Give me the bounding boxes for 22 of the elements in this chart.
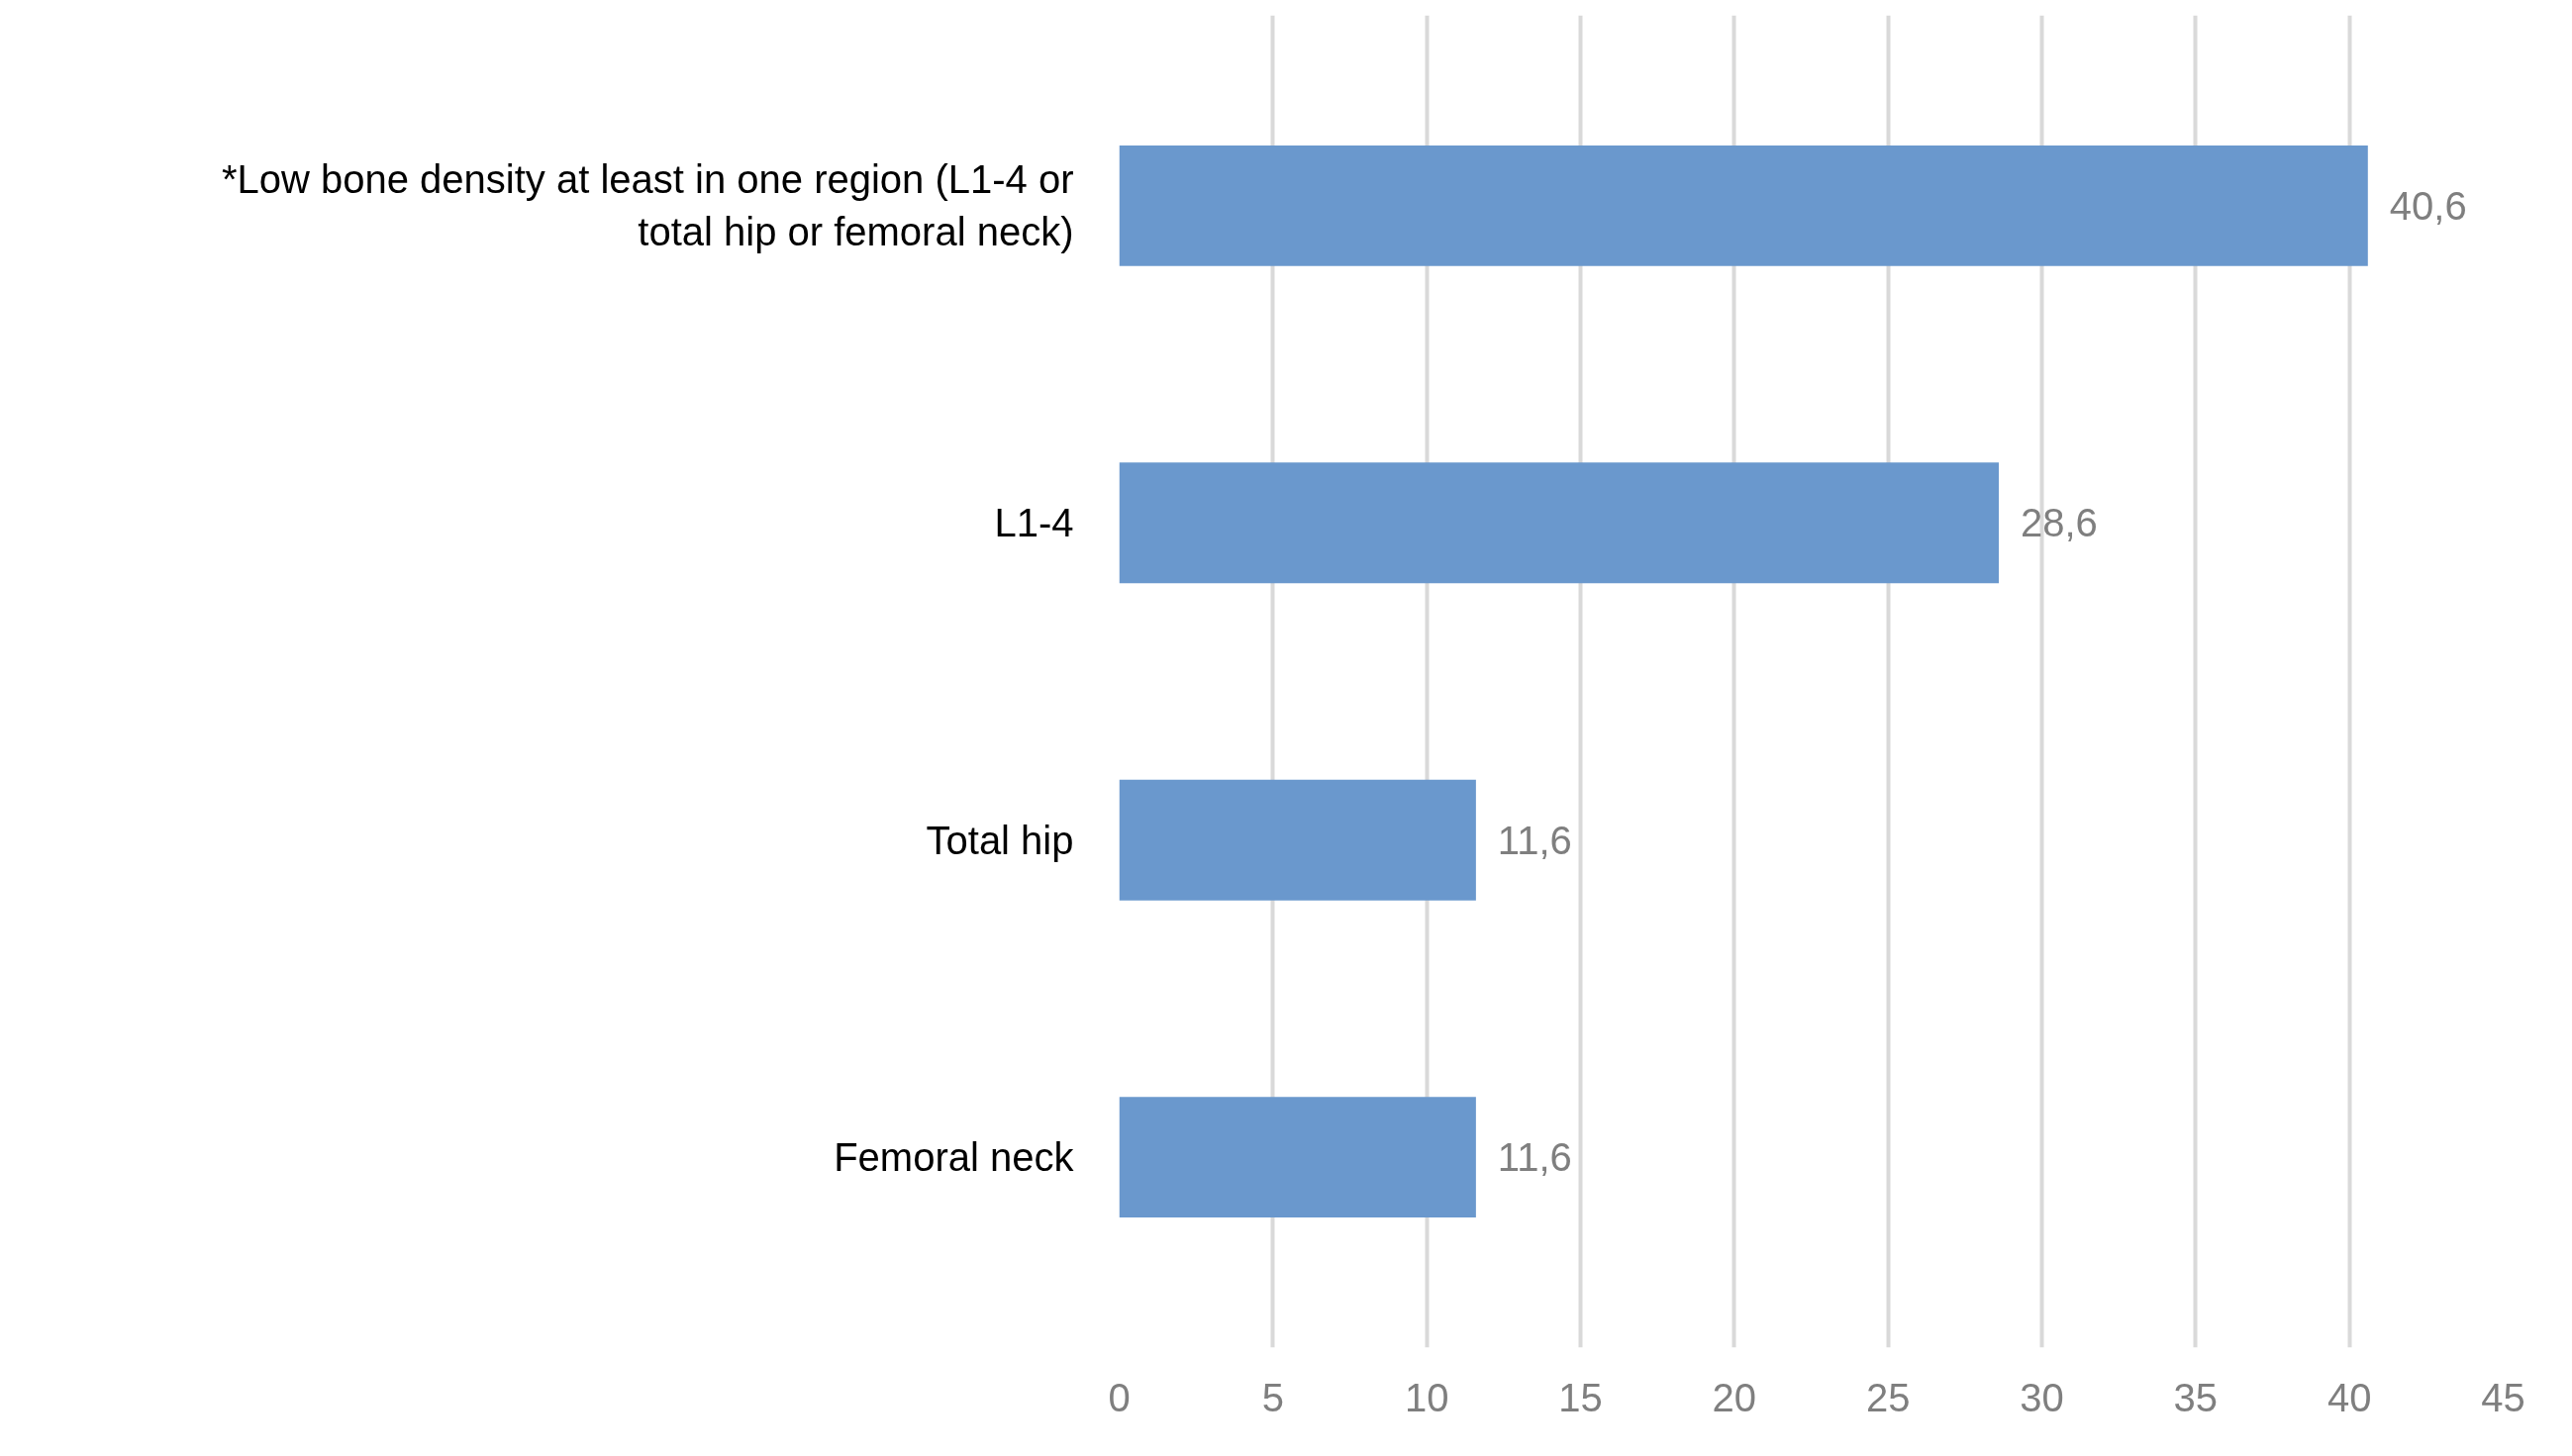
x-tick-label: 20	[1712, 1375, 1757, 1419]
x-tick-label: 0	[1108, 1375, 1131, 1419]
bar	[1119, 145, 2368, 266]
data-label: 28,6	[2021, 501, 2098, 545]
x-tick-label: 10	[1404, 1375, 1449, 1419]
y-tick-label: Total hip	[926, 818, 1074, 862]
data-label: 11,6	[1497, 1135, 1572, 1180]
x-tick-label: 45	[2481, 1375, 2525, 1419]
bar	[1119, 1097, 1476, 1218]
data-label: 40,6	[2389, 183, 2467, 228]
x-tick-label: 15	[1558, 1375, 1603, 1419]
y-tick-label: Femoral neck	[834, 1135, 1075, 1180]
x-tick-label: 5	[1261, 1375, 1284, 1419]
x-tick-label: 25	[1865, 1375, 1911, 1419]
x-tick-label: 40	[2326, 1375, 2372, 1419]
y-tick-label: L1-4	[994, 501, 1074, 545]
x-tick-label: 35	[2173, 1375, 2219, 1419]
x-tick-label: 30	[2020, 1375, 2064, 1419]
bar	[1119, 462, 2000, 584]
y-tick-label: *Low bone density at least in one region (L1-4 or total hip or femoral neck)	[221, 157, 1074, 254]
bar	[1119, 779, 1476, 901]
data-label: 11,6	[1497, 818, 1572, 862]
